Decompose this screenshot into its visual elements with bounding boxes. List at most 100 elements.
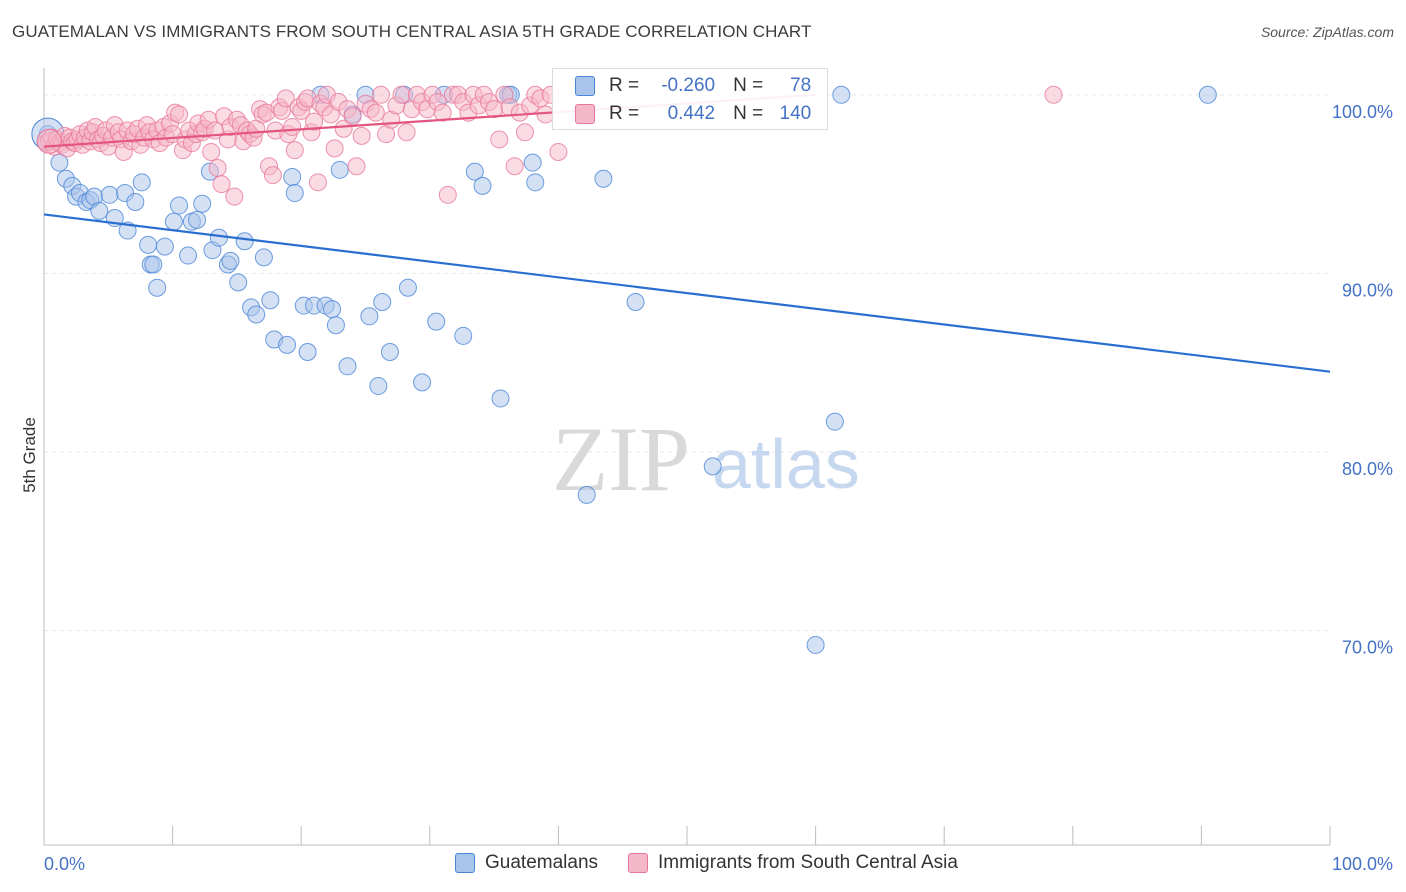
point-guatemalans [380,343,399,362]
point-immigrants [263,166,282,185]
point-guatemalans [577,485,596,504]
point-guatemalans [360,307,379,326]
point-guatemalans [832,85,851,104]
point-guatemalans [427,312,446,331]
stats-row-guatemalans: R = -0.260 N = 78 [575,72,811,100]
point-guatemalans [164,212,183,231]
point-guatemalans [285,184,304,203]
point-immigrants-large [36,128,62,154]
point-guatemalans [298,343,317,362]
stats-r-value-1: -0.260 [661,75,716,96]
point-immigrants [1044,85,1063,104]
stats-legend-box: R = -0.260 N = 78 R = 0.442 N = 140 [552,68,828,130]
point-guatemalans [594,169,613,188]
point-guatemalans [278,335,297,354]
legend-item-guatemalans: Guatemalans [455,852,598,874]
watermark-atlas: atlas [712,425,860,503]
point-guatemalans [283,167,302,186]
point-immigrants [371,85,390,104]
point-immigrants [170,105,189,124]
point-guatemalans [155,237,174,256]
series-immigrants [36,85,1063,206]
point-immigrants [433,103,452,122]
stats-r-label-1: R = [609,75,640,96]
axes [43,68,1331,846]
point-guatemalans [326,316,345,335]
point-guatemalans [170,196,189,215]
stats-n-value-2: 140 [779,103,812,124]
point-guatemalans [373,292,392,311]
point-guatemalans [193,194,212,213]
legend-label-guatemalans: Guatemalans [485,852,599,873]
point-guatemalans [139,235,158,254]
point-guatemalans [491,389,510,408]
point-immigrants [325,139,344,158]
point-guatemalans [473,176,492,195]
point-guatemalans [90,201,109,220]
stats-swatch-blue [575,76,595,96]
point-guatemalans [626,292,645,311]
point-immigrants [202,142,221,161]
point-guatemalans [132,173,151,192]
point-immigrants [334,119,353,138]
point-guatemalans [179,246,198,265]
point-immigrants [515,123,534,142]
stats-r-value-2: 0.442 [667,103,716,124]
stats-row-immigrants: R = 0.442 N = 140 [575,100,811,128]
tick-labels: 70.0% 80.0% 90.0% 100.0% 0.0% 100.0% [44,102,1393,874]
stats-r-label-2: R = [609,103,640,124]
y-tick-label: 90.0% [1342,280,1393,300]
point-guatemalans [229,273,248,292]
y-axis-label: 5th Grade [20,417,39,493]
point-guatemalans [369,376,388,395]
point-immigrants [352,126,371,145]
bottom-legend: Guatemalans Immigrants from South Centra… [455,852,988,874]
point-immigrants [285,141,304,160]
chart-title: GUATEMALAN VS IMMIGRANTS FROM SOUTH CENT… [12,22,812,41]
point-guatemalans [526,173,545,192]
y-tick-label: 80.0% [1342,459,1393,479]
point-immigrants [276,89,295,108]
point-immigrants [366,103,385,122]
point-guatemalans [221,251,240,270]
stats-n-label-1: N = [733,75,764,96]
point-guatemalans [247,305,266,324]
point-guatemalans [188,210,207,229]
watermark-zip: ZIP [552,408,690,510]
point-immigrants [208,159,227,178]
point-guatemalans [209,228,228,247]
legend-swatch-blue [455,853,475,873]
y-tick-label: 100.0% [1332,102,1393,122]
point-guatemalans [1198,85,1217,104]
watermark: ZIP atlas [552,408,860,510]
point-immigrants [343,107,362,126]
point-guatemalans [261,291,280,310]
x-tick-label: 100.0% [1332,854,1393,874]
point-guatemalans [806,635,825,654]
legend-item-immigrants: Immigrants from South Central Asia [628,852,958,874]
point-immigrants [438,185,457,204]
legend-label-immigrants: Immigrants from South Central Asia [658,852,958,873]
point-guatemalans [148,278,167,297]
point-immigrants [212,175,231,194]
grid-lines [44,94,1330,632]
point-guatemalans [398,278,417,297]
point-guatemalans [465,162,484,181]
point-guatemalans [338,357,357,376]
point-immigrants [305,112,324,131]
point-guatemalans [413,373,432,392]
point-immigrants [225,187,244,206]
point-immigrants [549,142,568,161]
point-guatemalans [126,192,145,211]
point-guatemalans [254,248,273,267]
point-guatemalans [235,232,254,251]
source-credit: Source: ZipAtlas.com [1260,24,1394,40]
point-guatemalans [703,457,722,476]
point-immigrants [490,130,509,149]
point-immigrants [397,123,416,142]
point-guatemalans [330,160,349,179]
point-guatemalans [100,185,119,204]
point-immigrants [505,157,524,176]
stats-n-value-1: 78 [790,75,812,96]
point-immigrants [283,117,302,136]
